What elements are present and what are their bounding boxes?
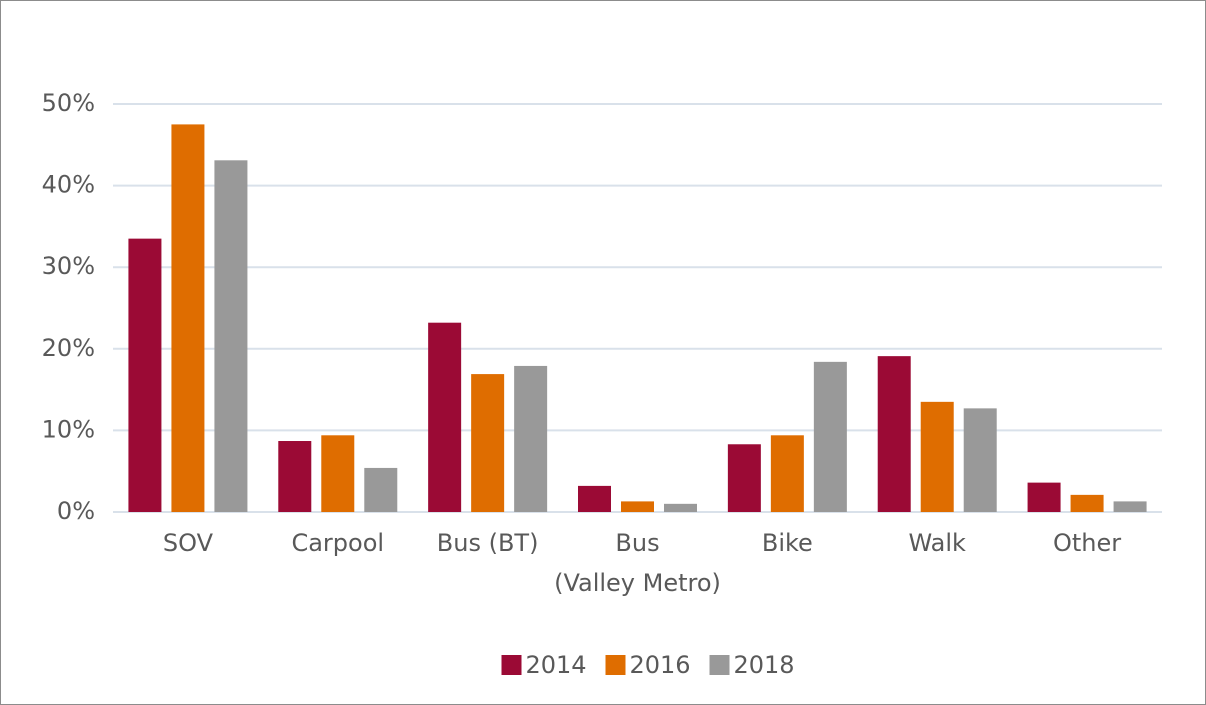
bar: [1070, 494, 1104, 512]
x-tick-label: Bus (BT): [436, 529, 539, 557]
y-tick-label: 40%: [42, 171, 95, 199]
bar: [813, 361, 847, 512]
y-tick-label: 10%: [42, 415, 95, 443]
legend-swatch: [501, 655, 522, 675]
bar: [321, 435, 355, 512]
x-tick-label: SOV: [162, 529, 213, 557]
bar: [578, 485, 611, 512]
bar: [1113, 501, 1147, 512]
bar: [920, 401, 954, 512]
y-tick-label: 20%: [42, 334, 95, 362]
bar: [1027, 482, 1061, 512]
x-tick-label: Other: [1052, 529, 1122, 557]
x-tick-label: Carpool: [291, 529, 385, 557]
bar: [963, 408, 997, 512]
legend-label: 2014: [526, 651, 587, 679]
legend-label: 2016: [630, 651, 691, 679]
y-tick-label: 0%: [57, 497, 95, 525]
bar: [471, 374, 505, 512]
bar: [621, 501, 654, 512]
bar: [278, 441, 312, 512]
bar: [770, 435, 804, 512]
bar: [664, 503, 697, 512]
bar: [128, 238, 162, 512]
bar: [364, 467, 398, 512]
x-tick-label: Walk: [908, 529, 966, 557]
legend-swatch: [605, 655, 626, 675]
legend-label: 2018: [734, 651, 795, 679]
bar: [171, 124, 205, 513]
bar: [877, 356, 911, 512]
bar: [514, 365, 548, 512]
y-tick-label: 30%: [42, 252, 95, 280]
bar: [428, 322, 462, 512]
y-tick-label: 50%: [42, 89, 95, 117]
bar: [727, 444, 761, 512]
legend-swatch: [709, 655, 730, 675]
x-tick-label: Bike: [761, 529, 813, 557]
x-tick-label: Bus (Valley Metro): [554, 529, 721, 597]
bar: [214, 160, 248, 512]
